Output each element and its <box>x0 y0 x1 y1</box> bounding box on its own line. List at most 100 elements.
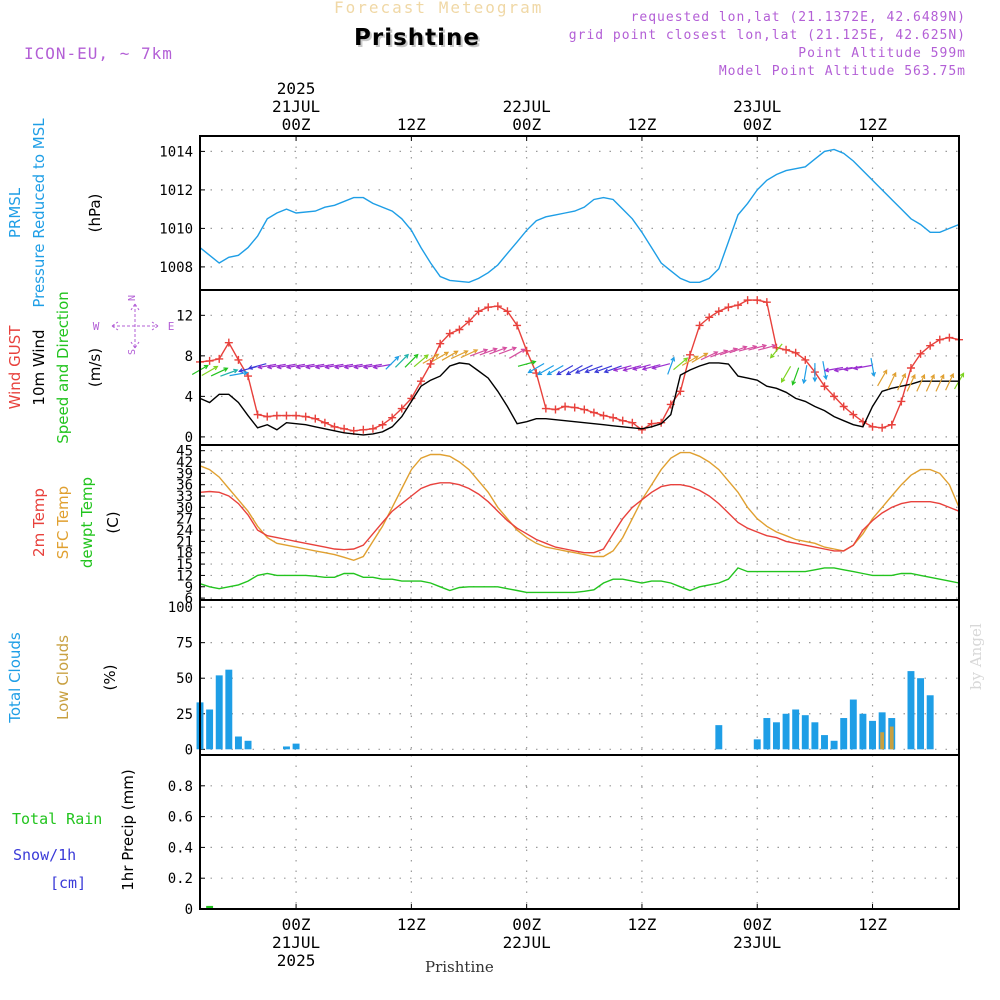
gust-marker <box>839 402 848 411</box>
gust-marker <box>465 317 474 326</box>
y-tick-label: 21 <box>176 534 193 550</box>
time-label-bottom: 21JUL <box>272 933 320 952</box>
gust-marker <box>945 333 954 342</box>
gust-marker <box>897 397 906 406</box>
wind-direction-arrow <box>404 353 419 368</box>
bar-total <box>849 699 857 750</box>
gust-marker <box>234 355 243 364</box>
gust-marker <box>618 416 627 425</box>
gust-marker <box>580 405 589 414</box>
y-tick-label: 25 <box>176 707 193 723</box>
y-tick-label: 4 <box>185 389 193 405</box>
gust-marker <box>916 349 925 358</box>
point-altitude: Point Altitude 599m <box>798 46 966 61</box>
wind-direction-arrow <box>498 346 518 355</box>
wind-direction-arrow <box>769 343 783 359</box>
series-line-dew <box>199 567 960 594</box>
gust-marker <box>782 345 791 354</box>
gust-marker <box>503 307 512 316</box>
wind-direction-arrow <box>641 364 661 371</box>
wind-direction-arrow <box>394 353 409 368</box>
gust-marker <box>820 382 829 391</box>
y-tick-label: 45 <box>176 444 193 460</box>
gust-marker <box>906 364 915 373</box>
bar-low <box>880 732 885 750</box>
wind-direction-arrow <box>603 365 622 374</box>
wind-direction-arrow <box>450 350 469 360</box>
y-tick-label: 75 <box>176 636 193 652</box>
panel-label: PRMSL <box>6 187 24 238</box>
series-line-t2m <box>199 482 960 554</box>
wind-direction-arrow <box>748 343 768 351</box>
gust-marker <box>426 359 435 368</box>
time-label-top: 23JUL <box>733 97 781 116</box>
panel-label: SFC Temp <box>54 486 72 559</box>
bar-total <box>869 720 876 750</box>
bar-total <box>792 709 800 750</box>
compass-south: S <box>127 349 138 355</box>
gust-marker <box>320 418 329 427</box>
gust-marker <box>388 413 397 422</box>
model-label: ICON-EU, ~ 7km <box>24 44 173 63</box>
y-tick-label: 0.8 <box>168 779 193 795</box>
gust-marker <box>791 348 800 357</box>
time-label-bottom: 12Z <box>627 915 656 934</box>
wind-direction-arrow <box>295 363 315 370</box>
gust-marker <box>685 350 694 359</box>
gust-marker <box>224 338 233 347</box>
gust-marker <box>705 313 714 322</box>
wind-direction-arrow <box>305 363 325 370</box>
time-label-bottom: 12Z <box>858 915 887 934</box>
y-tick-label: 36 <box>176 478 193 494</box>
gust-marker <box>551 405 560 414</box>
wind-direction-arrow <box>729 345 748 354</box>
bar-total <box>292 743 300 750</box>
footer-location: Prishtine <box>425 958 494 976</box>
y-tick-label: 0.6 <box>168 810 193 826</box>
panel-label: 10m Wind <box>30 329 48 405</box>
wind-direction-arrow <box>852 364 872 371</box>
y-tick-label: 1012 <box>159 183 193 199</box>
gust-marker <box>368 424 377 433</box>
wind-direction-arrow <box>593 365 613 374</box>
gust-marker <box>589 408 598 417</box>
wind-direction-arrow <box>422 353 440 364</box>
gust-marker <box>244 372 253 381</box>
time-label-top: 2025 <box>277 79 316 98</box>
wind-direction-arrow <box>324 363 344 370</box>
bar-total <box>878 712 886 750</box>
time-label-top: 00Z <box>743 115 772 134</box>
wind-direction-arrow <box>489 346 508 355</box>
wind-direction-arrow <box>362 363 382 370</box>
precip-label-rain: Total Rain <box>12 810 102 828</box>
wind-direction-arrow <box>935 373 945 392</box>
bar-total <box>917 678 925 750</box>
panel-label: Low Clouds <box>54 635 72 720</box>
bar-total <box>753 739 761 750</box>
gust-marker <box>513 321 522 330</box>
gust-marker <box>541 404 550 413</box>
wind-direction-arrow <box>700 351 719 361</box>
y-tick-label: 9 <box>185 580 193 596</box>
wind-direction-arrow <box>906 373 916 392</box>
wind-direction-arrow <box>877 369 888 387</box>
y-tick-label: 1010 <box>159 221 193 237</box>
series-line-wind10m <box>199 362 959 436</box>
wind-direction-arrow <box>479 347 498 356</box>
gust-marker <box>724 303 733 312</box>
gust-marker <box>445 329 454 338</box>
series-line-sfc <box>199 451 960 562</box>
time-label-top: 22JUL <box>503 97 551 116</box>
panel-label: Speed and Direction <box>54 291 72 444</box>
bar-total <box>244 740 252 750</box>
requested-coords: requested lon,lat (21.1372E, 42.6489N) <box>630 10 966 25</box>
gust-marker <box>359 425 368 434</box>
y-tick-label: 8 <box>185 349 193 365</box>
wind-direction-arrow <box>517 360 537 367</box>
time-label-bottom: 00Z <box>282 915 311 934</box>
panel-label: Total Clouds <box>6 632 24 724</box>
gust-marker <box>436 339 445 348</box>
bar-total <box>763 718 771 750</box>
gust-marker <box>272 411 281 420</box>
y-tick-label: 24 <box>176 523 193 539</box>
